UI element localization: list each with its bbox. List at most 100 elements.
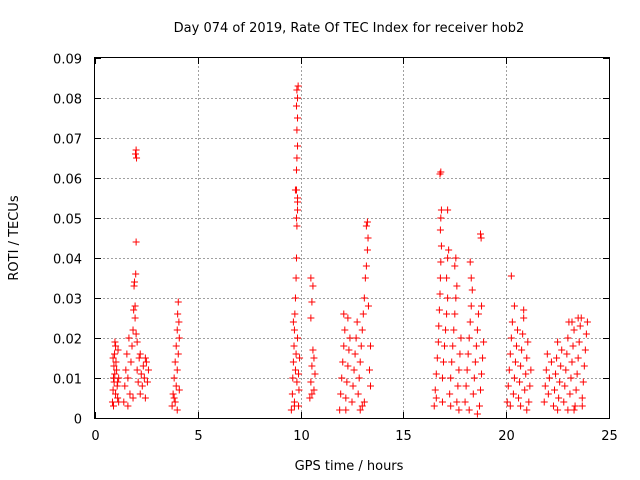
data-point xyxy=(308,390,316,398)
data-point xyxy=(171,398,179,406)
data-point xyxy=(516,378,524,386)
data-point xyxy=(435,306,443,314)
data-point xyxy=(473,410,481,418)
data-point xyxy=(437,206,445,214)
data-point xyxy=(572,386,580,394)
data-point xyxy=(112,390,120,398)
data-point xyxy=(132,150,140,158)
data-point xyxy=(294,198,302,206)
data-point xyxy=(293,154,301,162)
data-point xyxy=(523,354,531,362)
data-point xyxy=(112,358,120,366)
data-point xyxy=(133,338,141,346)
data-point xyxy=(310,386,318,394)
data-point xyxy=(507,272,515,280)
data-point xyxy=(109,386,117,394)
data-point xyxy=(441,342,449,350)
data-point xyxy=(573,370,581,378)
data-point xyxy=(351,350,359,358)
data-point xyxy=(353,318,361,326)
data-point xyxy=(465,334,473,342)
data-point xyxy=(295,402,303,410)
data-point xyxy=(562,366,570,374)
data-point xyxy=(123,350,131,358)
data-point xyxy=(124,374,132,382)
data-point xyxy=(553,354,561,362)
data-point xyxy=(543,350,551,358)
data-point xyxy=(480,338,488,346)
data-point xyxy=(447,374,455,382)
data-point xyxy=(173,366,181,374)
data-point xyxy=(503,398,511,406)
data-point xyxy=(135,354,143,362)
data-point xyxy=(129,394,137,402)
data-point xyxy=(294,206,302,214)
data-point xyxy=(364,234,372,242)
data-point xyxy=(433,354,441,362)
data-point xyxy=(515,394,523,402)
data-point xyxy=(434,338,442,346)
data-point xyxy=(293,126,301,134)
data-point xyxy=(354,390,362,398)
data-point xyxy=(343,378,351,386)
y-tick-label: 0.04 xyxy=(53,253,82,268)
data-point xyxy=(342,394,350,402)
data-point xyxy=(294,114,302,122)
data-point xyxy=(175,386,183,394)
data-point xyxy=(547,358,555,366)
data-point xyxy=(122,366,130,374)
data-point xyxy=(133,154,141,162)
data-point xyxy=(477,386,484,394)
data-point xyxy=(130,306,138,314)
data-point xyxy=(175,318,183,326)
data-point xyxy=(574,354,582,362)
data-point xyxy=(517,402,525,410)
data-point xyxy=(478,302,486,310)
data-point xyxy=(292,214,300,222)
data-point xyxy=(463,366,471,374)
data-point xyxy=(352,334,360,342)
data-point xyxy=(435,322,443,330)
data-point xyxy=(576,322,584,330)
data-point xyxy=(563,350,571,358)
data-point xyxy=(570,406,578,414)
data-point xyxy=(524,338,532,346)
data-point xyxy=(437,168,445,176)
data-point xyxy=(568,318,576,326)
data-point xyxy=(114,394,122,402)
data-point xyxy=(432,370,440,378)
data-point xyxy=(114,378,122,386)
data-point xyxy=(544,390,552,398)
data-point xyxy=(558,346,566,354)
data-point xyxy=(171,358,179,366)
data-point xyxy=(462,382,470,390)
data-point xyxy=(437,258,445,266)
data-point xyxy=(568,358,576,366)
data-point xyxy=(521,386,529,394)
data-point xyxy=(141,394,149,402)
data-point xyxy=(432,394,440,402)
data-point xyxy=(365,366,373,374)
x-tick-label: 15 xyxy=(395,429,412,444)
data-point xyxy=(138,382,146,390)
data-point xyxy=(508,318,516,326)
data-point xyxy=(306,394,314,402)
data-point xyxy=(461,398,469,406)
data-point xyxy=(173,406,181,414)
data-point xyxy=(131,302,139,310)
data-point xyxy=(350,366,358,374)
data-point xyxy=(141,354,149,362)
data-point xyxy=(560,398,568,406)
data-point xyxy=(292,254,300,262)
data-point xyxy=(464,350,472,358)
data-point xyxy=(523,406,531,414)
data-point xyxy=(292,166,300,174)
data-point xyxy=(293,378,301,386)
grid-lines xyxy=(95,58,609,418)
data-point xyxy=(450,326,458,334)
data-point xyxy=(575,338,583,346)
data-point xyxy=(367,342,375,350)
data-point xyxy=(465,406,473,414)
data-point xyxy=(451,262,459,270)
data-point xyxy=(173,326,181,334)
